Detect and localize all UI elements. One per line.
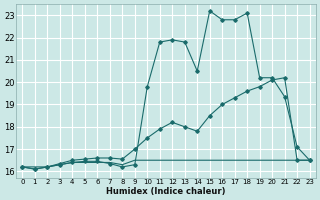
X-axis label: Humidex (Indice chaleur): Humidex (Indice chaleur) [106,187,226,196]
